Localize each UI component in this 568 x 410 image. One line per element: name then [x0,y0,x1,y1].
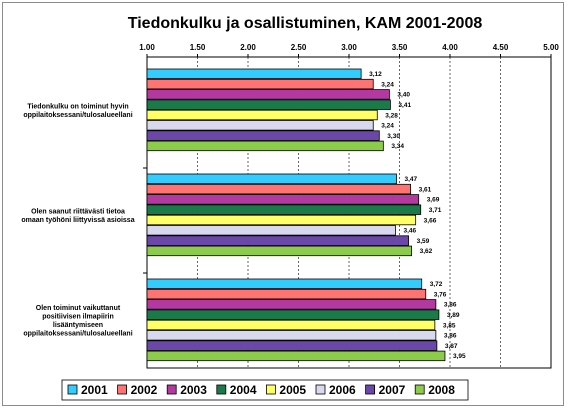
legend-swatch [365,384,376,395]
data-label: 3,87 [445,343,458,350]
bar [146,173,397,185]
legend-label: 2005 [279,383,306,397]
bar [146,288,427,300]
x-tick-label: 1.00 [139,43,155,52]
data-label: 3,69 [427,197,440,204]
data-label: 3,71 [429,207,442,214]
data-label: 3,85 [443,322,456,329]
x-tick-label: 5.00 [543,43,559,52]
data-label: 3,30 [387,133,400,140]
bar [146,225,396,236]
bar [146,340,438,351]
legend-swatch [315,384,326,395]
data-label: 3,61 [419,186,432,193]
bar [146,130,380,141]
x-axis-ticks: 1.00 1.50 2.00 2.50 3.00 3.50 4.00 4.50 5.00 [139,43,559,57]
bar [146,309,440,320]
bar [146,319,436,331]
bar [146,235,409,246]
legend-swatch [414,384,425,395]
data-label: 3,76 [434,291,447,298]
legend-swatch [117,384,127,395]
category-label: positiivisen ilmapiirin [42,313,114,320]
category-label: Olen saanut riittävästi tietoa [31,208,125,215]
data-label: 3,62 [420,248,433,255]
legend-label: 2002 [131,383,158,397]
bar [146,78,374,90]
data-label: 3,59 [417,238,430,245]
category-label: omaan työhöni liittyvissä asioissa [21,217,134,224]
x-tick-label: 2.50 [291,43,307,52]
legend-label: 2001 [81,383,108,397]
category-label: oppilaitoksessani/tulosalueellani [23,112,132,119]
data-label: 3,47 [404,176,417,183]
bar [146,350,446,362]
data-label: 3,46 [403,228,416,235]
x-tick-label: 3.50 [392,43,408,52]
data-label: 3,95 [453,353,466,360]
bar [146,140,384,152]
category-label: Tiedonkulku on toiminut hyvin [27,103,128,110]
bar [146,204,422,215]
legend: 2001 2002 2003 2004 2005 2006 2007 2008 [61,379,469,401]
data-label: 3,34 [391,143,404,150]
category-label: lisääntymiseen [53,322,103,329]
x-tick-label: 4.50 [493,43,509,52]
chart-title: Tiedonkulku ja osallistuminen, KAM 2001-… [128,15,483,32]
legend-swatch [216,384,227,395]
x-tick-label: 2.00 [240,43,256,52]
data-label: 3,12 [369,71,382,78]
legend-swatch [166,384,177,395]
bar [146,299,437,310]
bar [146,99,391,110]
bar [146,245,413,257]
bar [146,214,417,226]
legend-label: 2003 [180,383,207,397]
x-tick-label: 1.50 [190,43,206,52]
x-tick-label: 4.00 [442,43,458,52]
data-label: 3,24 [381,81,394,88]
data-label: 3,86 [444,333,457,340]
bar [146,278,423,290]
data-labels: 3,123,243,403,413,283,243,303,343,473,61… [369,71,466,360]
bars [146,68,446,362]
bar [146,109,378,121]
bar [146,183,412,195]
data-label: 3,72 [430,281,443,288]
legend-label: 2006 [329,383,356,397]
bar [146,330,437,341]
legend-label: 2008 [428,383,455,397]
legend-swatch [67,384,78,395]
bar [146,68,362,80]
legend-swatch [265,384,276,395]
bar [146,194,420,205]
data-label: 3,86 [444,302,457,309]
bar [146,89,390,100]
data-label: 3,40 [397,92,410,99]
category-label: Olen toiminut vaikuttanut [36,305,121,312]
data-label: 3,28 [385,112,398,119]
data-label: 3,89 [447,312,460,319]
category-label: oppilaitoksessani/tulosalueellani [23,330,132,337]
legend-label: 2004 [230,383,257,397]
data-label: 3,24 [381,123,394,130]
bar [146,120,374,131]
x-tick-label: 3.00 [341,43,357,52]
legend-label: 2007 [379,383,406,397]
data-label: 3,66 [424,217,437,224]
category-labels: Tiedonkulku on toiminut hyvin oppilaitoks… [21,103,147,337]
data-label: 3,41 [398,102,411,109]
